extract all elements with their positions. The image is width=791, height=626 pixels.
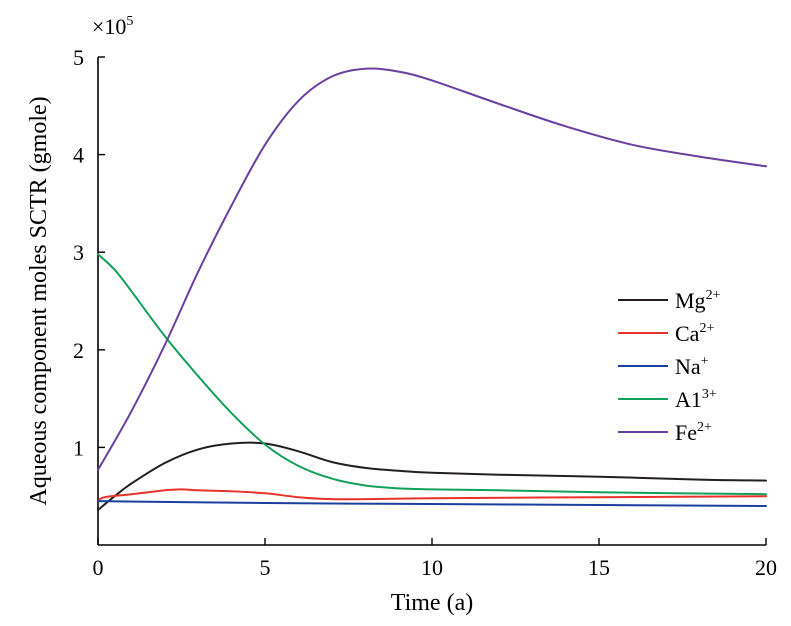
legend-label-base: Fe [675, 420, 697, 445]
legend-label-a1: A13+ [675, 387, 717, 412]
series-line-fe [97, 67, 767, 471]
y-tick-label: 1 [73, 435, 84, 460]
legend-label-base: Ca [675, 321, 700, 346]
legend-label-base: Mg [675, 288, 706, 313]
legend-label-base: A1 [675, 387, 702, 412]
x-tick-label: 0 [93, 555, 104, 580]
x-tick-label: 15 [588, 555, 610, 580]
legend-label-base: Na [675, 354, 701, 379]
series-line-na [97, 500, 767, 507]
series-line-mg [97, 441, 767, 511]
x-ticks: 0 5 10 15 20 [93, 538, 777, 580]
x-axis-title: Time (a) [391, 590, 473, 616]
legend-label-mg: Mg2+ [675, 288, 721, 313]
legend-label-na: Na+ [675, 354, 709, 379]
legend: Mg2+Ca2+Na+A13+Fe2+ [618, 288, 721, 445]
x-tick-label: 5 [260, 555, 271, 580]
legend-label-charge: 3+ [702, 387, 717, 402]
y-multiplier-base: ×10 [92, 14, 126, 39]
y-tick-label: 2 [73, 338, 84, 363]
series-lines [97, 67, 767, 511]
legend-label-charge: 2+ [699, 321, 714, 336]
y-tick-label: 5 [73, 45, 84, 70]
y-tick-label: 4 [73, 143, 84, 168]
y-ticks: 1 2 3 4 5 [73, 45, 105, 460]
legend-label-charge: + [701, 354, 709, 369]
series-line-a1 [97, 253, 767, 496]
y-axis-title: Aqueous component moles SCTR (gmole) [26, 96, 52, 505]
y-tick-label: 3 [73, 240, 84, 265]
y-multiplier: ×105 [92, 14, 133, 39]
x-tick-label: 10 [421, 555, 443, 580]
legend-label-fe: Fe2+ [675, 420, 712, 445]
plot-area: 0 5 10 15 20 1 2 3 4 5 [73, 45, 777, 580]
legend-label-charge: 2+ [697, 420, 712, 435]
x-tick-label: 20 [755, 555, 777, 580]
legend-label-ca: Ca2+ [675, 321, 714, 346]
legend-label-charge: 2+ [706, 288, 721, 303]
y-multiplier-exponent: 5 [126, 14, 133, 29]
series-line-ca [97, 488, 767, 503]
